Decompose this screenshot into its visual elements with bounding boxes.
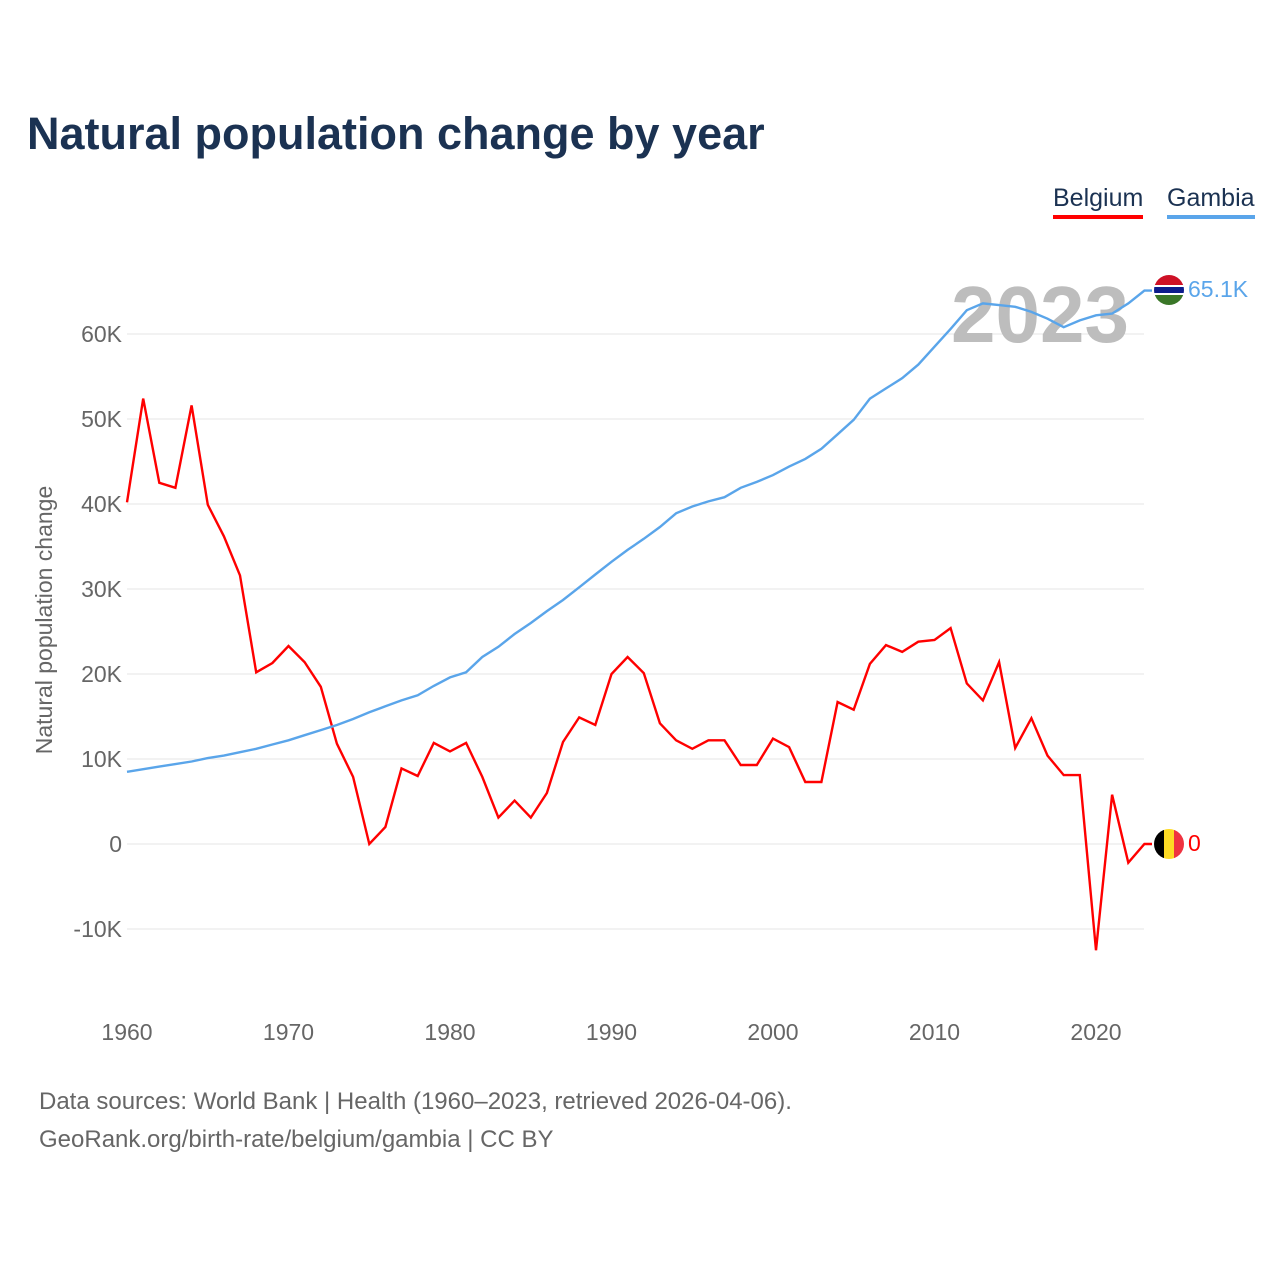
footer-sources: Data sources: World Bank | Health (1960–…	[39, 1088, 792, 1115]
y-tick-label: 40K	[81, 491, 123, 517]
x-tick-label: 1990	[586, 1019, 637, 1045]
legend-item-belgium[interactable]: Belgium	[1053, 184, 1144, 219]
x-tick-label: 2020	[1070, 1019, 1121, 1045]
belgium-end-label: 0	[1188, 830, 1201, 856]
y-tick-label: 60K	[81, 321, 123, 347]
series-lines	[125, 289, 1152, 951]
footer-attribution: GeoRank.org/birth-rate/belgium/gambia | …	[39, 1126, 554, 1153]
gambia-flag-icon	[1154, 275, 1184, 305]
series-line-belgium	[125, 398, 1152, 951]
y-tick-label: 20K	[81, 661, 123, 687]
legend-item-gambia[interactable]: Gambia	[1167, 184, 1255, 219]
y-tick-label: 0	[109, 831, 122, 857]
y-tick-label: 50K	[81, 406, 123, 432]
x-tick-label: 1970	[263, 1019, 314, 1045]
y-tick-label: 30K	[81, 576, 123, 602]
x-axis-ticks: 1960 1970 1980 1990 2000 2010 2020	[101, 1019, 1121, 1045]
y-tick-label: -10K	[73, 916, 122, 942]
belgium-flag-icon	[1154, 829, 1184, 859]
y-tick-label: 10K	[81, 746, 123, 772]
x-tick-label: 2000	[747, 1019, 798, 1045]
chart-title: Natural population change by year	[27, 108, 765, 159]
gridlines	[127, 333, 1144, 930]
x-tick-label: 1960	[101, 1019, 152, 1045]
y-axis-ticks: -10K 0 10K 20K 30K 40K 50K 60K	[73, 321, 122, 942]
y-axis-title: Natural population change	[31, 486, 57, 755]
gambia-end-label: 65.1K	[1188, 276, 1249, 302]
x-tick-label: 1980	[424, 1019, 475, 1045]
series-line-gambia	[126, 289, 1152, 773]
x-tick-label: 2010	[909, 1019, 960, 1045]
